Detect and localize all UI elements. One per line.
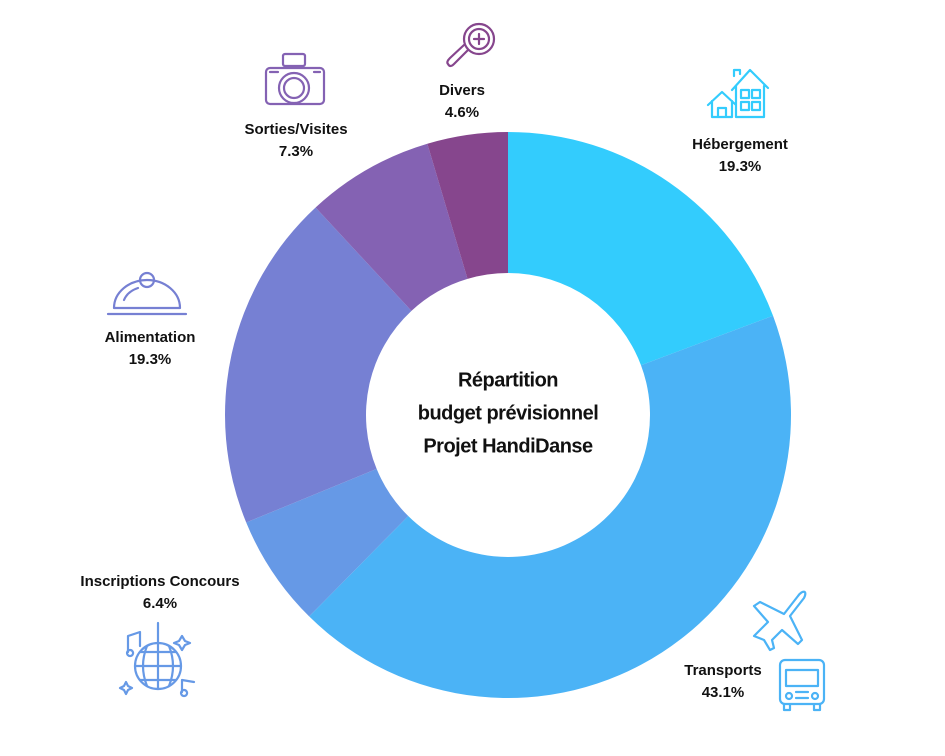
magnifier-icon <box>446 22 496 68</box>
category-label: Alimentation <box>105 329 196 346</box>
chart-title: Projet HandiDanse <box>423 435 593 457</box>
plane-icon <box>752 590 807 652</box>
value-label: 7.3% <box>279 143 313 160</box>
value-label: 19.3% <box>129 351 172 368</box>
bus-icon <box>778 658 826 712</box>
slices <box>225 132 792 698</box>
category-label: Inscriptions Concours <box>80 573 239 590</box>
cloche-icon <box>106 271 188 316</box>
category-label: Sorties/Visites <box>244 121 347 138</box>
house-icon <box>706 68 770 119</box>
value-label: 43.1% <box>702 684 745 701</box>
slice <box>309 315 792 698</box>
chart-title: Répartition <box>458 369 558 391</box>
slice <box>225 207 412 523</box>
disco-icon <box>118 621 196 698</box>
category-label: Hébergement <box>692 136 788 153</box>
value-label: 6.4% <box>143 595 177 612</box>
slice <box>508 132 774 366</box>
category-label: Divers <box>439 82 485 99</box>
category-label: Transports <box>684 662 762 679</box>
slice <box>315 143 468 311</box>
chart-title: budget prévisionnel <box>418 402 599 424</box>
slice <box>427 132 508 279</box>
value-label: 19.3% <box>719 158 762 175</box>
value-label: 4.6% <box>445 104 479 121</box>
slice <box>246 468 409 617</box>
camera-icon <box>264 52 326 106</box>
